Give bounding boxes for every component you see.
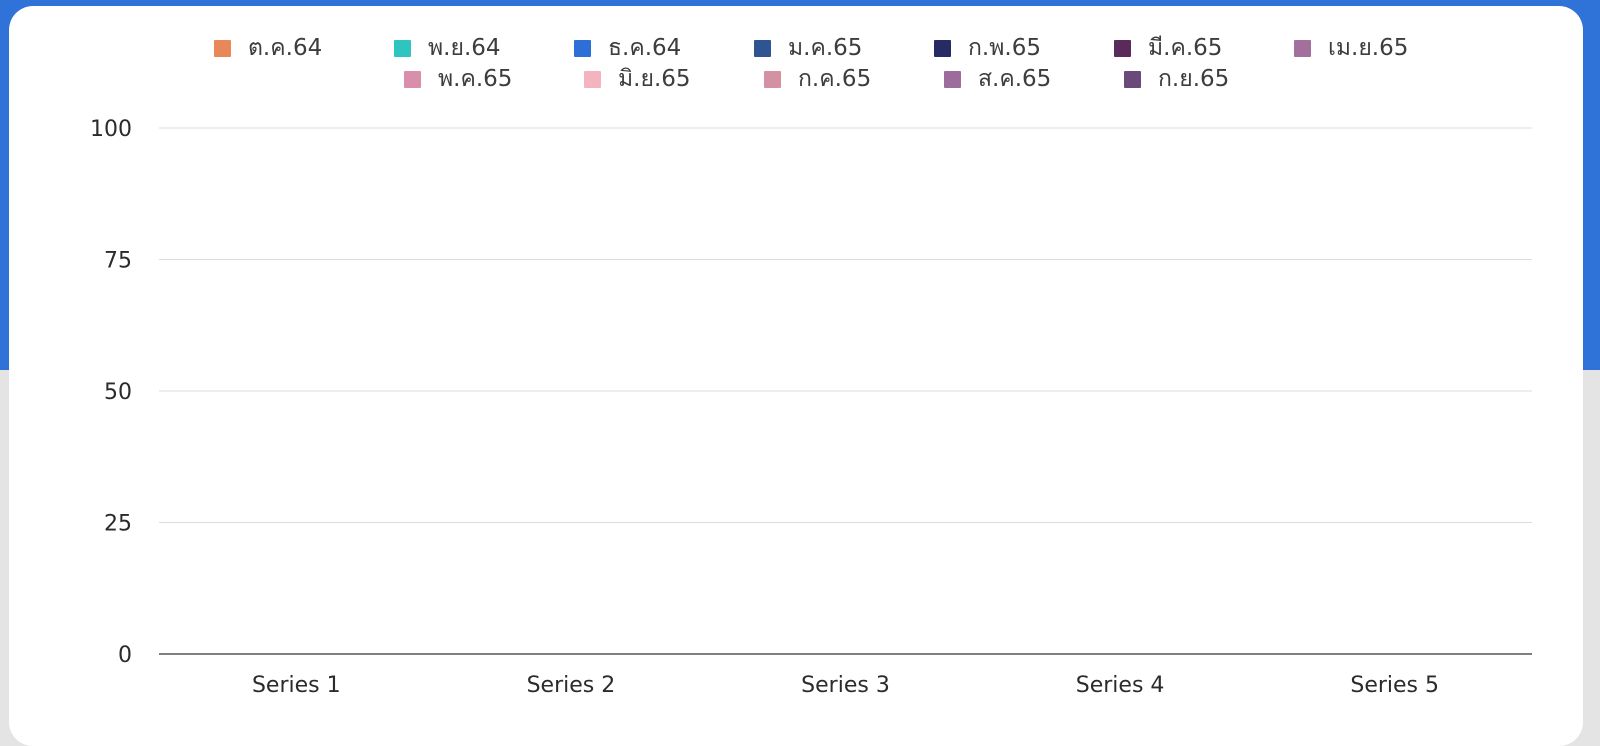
legend-label: พ.ย.64 bbox=[428, 35, 501, 61]
legend-label: ส.ค.65 bbox=[978, 66, 1052, 92]
y-tick-label: 100 bbox=[90, 117, 132, 142]
legend-label: พ.ค.65 bbox=[438, 66, 513, 92]
legend-swatch bbox=[214, 40, 231, 57]
legend-swatch bbox=[404, 71, 421, 88]
legend-label: เม.ย.65 bbox=[1328, 35, 1409, 61]
legend-label: ก.พ.65 bbox=[968, 35, 1041, 61]
x-tick-label: Series 3 bbox=[801, 673, 890, 698]
chart-plot-area: 0 25 50 75 100 Series 1 Series 2 Series 3 Series… bbox=[90, 117, 1532, 698]
legend-swatch bbox=[394, 40, 411, 57]
legend-swatch bbox=[934, 40, 951, 57]
legend-label: มิ.ย.65 bbox=[618, 66, 691, 92]
y-tick-label: 50 bbox=[104, 380, 132, 405]
legend-label: ม.ค.65 bbox=[788, 35, 863, 61]
y-tick-label: 75 bbox=[104, 249, 132, 274]
legend-label: ก.ค.65 bbox=[798, 66, 872, 92]
legend-swatch bbox=[1294, 40, 1311, 57]
legend-swatch bbox=[944, 71, 961, 88]
chart-legend: ต.ค.64 พ.ย.64 ธ.ค.64 ม.ค.65 ก.พ.65 มี.ค.65 เม.… bbox=[9, 32, 1583, 64]
legend-swatch bbox=[584, 71, 601, 88]
legend-label: มี.ค.65 bbox=[1148, 35, 1223, 61]
x-tick-label: Series 1 bbox=[252, 673, 341, 698]
legend-label: ธ.ค.64 bbox=[608, 35, 682, 61]
legend-swatch bbox=[574, 40, 591, 57]
legend-swatch bbox=[764, 71, 781, 88]
x-tick-label: Series 4 bbox=[1076, 673, 1165, 698]
chart-card: ต.ค.64 พ.ย.64 ธ.ค.64 ม.ค.65 ก.พ.65 มี.ค.65 เม.… bbox=[9, 6, 1583, 746]
legend-swatch bbox=[1114, 40, 1131, 57]
legend-swatch bbox=[754, 40, 771, 57]
legend-label: ก.ย.65 bbox=[1158, 66, 1230, 92]
y-tick-label: 25 bbox=[104, 512, 132, 537]
x-tick-label: Series 2 bbox=[527, 673, 616, 698]
legend-swatch bbox=[1124, 71, 1141, 88]
legend-label: ต.ค.64 bbox=[248, 35, 323, 61]
x-tick-label: Series 5 bbox=[1350, 673, 1439, 698]
y-tick-label: 0 bbox=[118, 643, 132, 668]
chart-legend: พ.ค.65 มิ.ย.65 ก.ค.65 ส.ค.65 ก.ย.65 bbox=[9, 63, 1583, 95]
